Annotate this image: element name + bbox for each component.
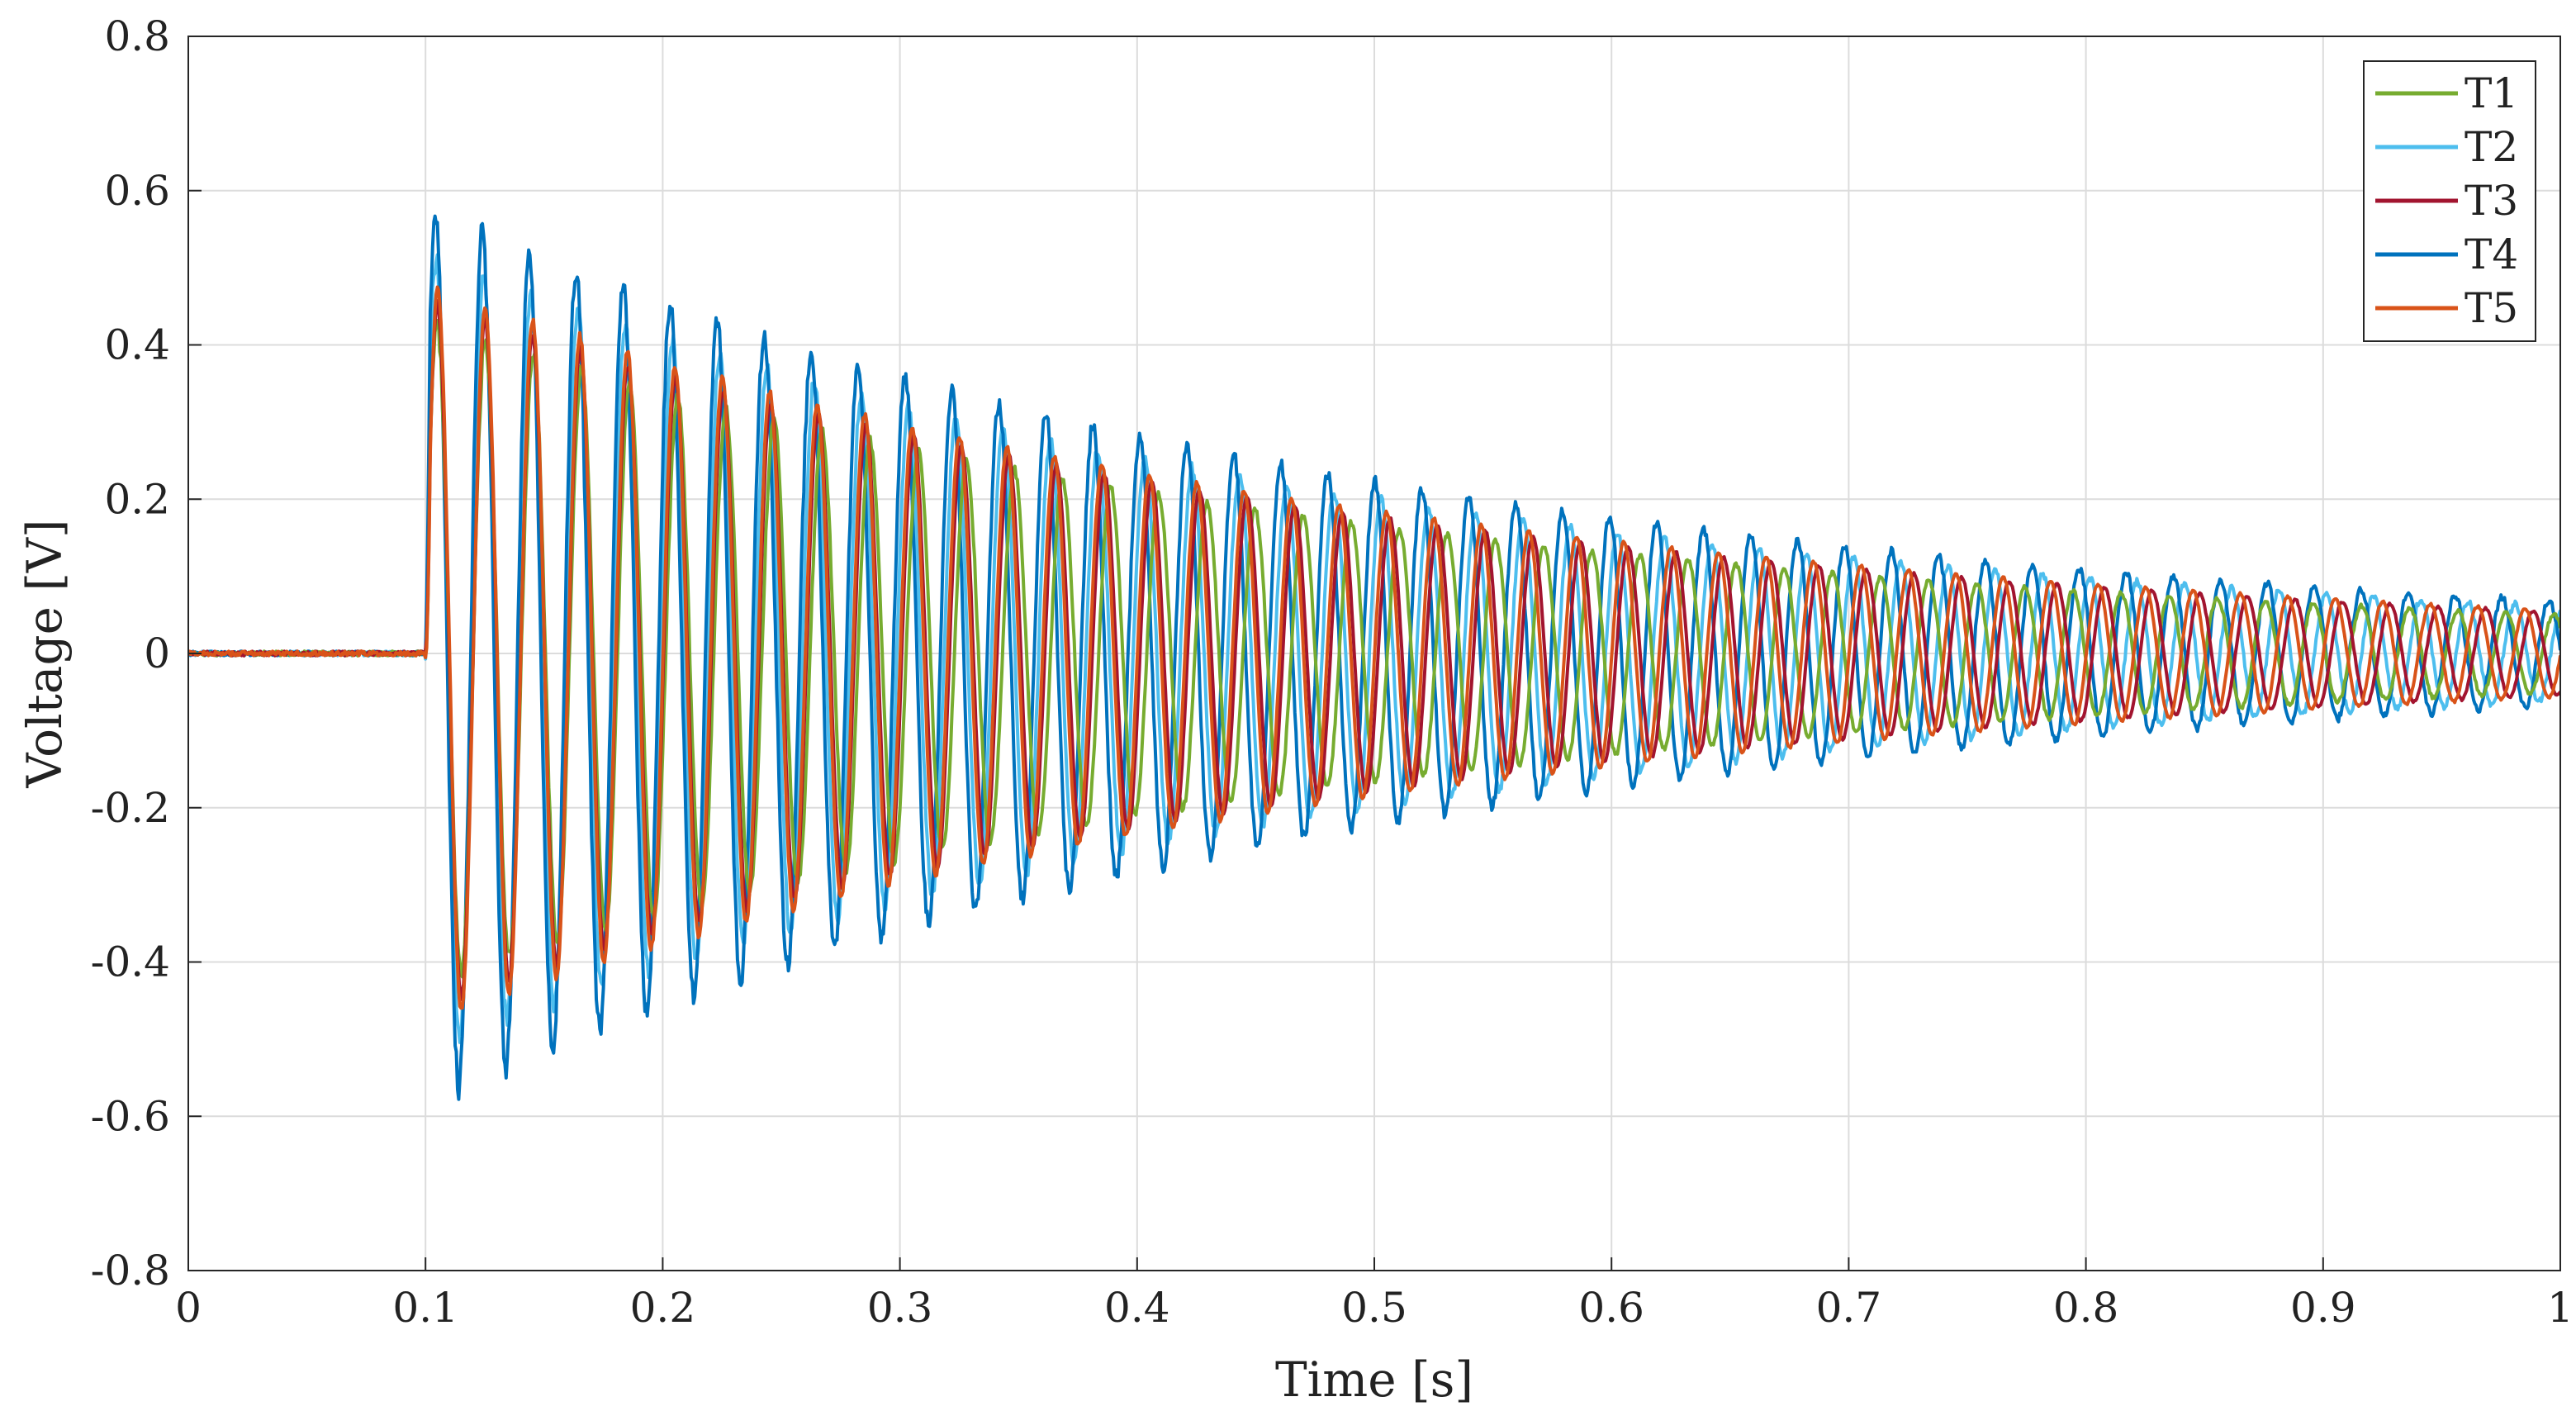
y-tick-label: 0.2 <box>104 475 170 523</box>
x-tick-label: 0.8 <box>2053 1284 2119 1332</box>
x-tick-label: 0.2 <box>630 1284 696 1332</box>
x-axis-ticks: 0 0.1 0.2 0.3 0.4 0.5 0.6 0.7 0.8 0.9 1 <box>175 1257 2574 1332</box>
x-tick-label: 0.6 <box>1578 1284 1644 1332</box>
legend-label-t3: T3 <box>2465 177 2518 225</box>
series-group <box>188 214 2560 1101</box>
y-tick-label: 0.8 <box>104 12 170 60</box>
y-axis-label: Voltage [V] <box>17 520 73 789</box>
y-tick-label: 0.6 <box>104 167 170 215</box>
x-tick-label: 0.4 <box>1104 1284 1170 1332</box>
x-tick-label: 0.9 <box>2290 1284 2356 1332</box>
y-tick-label: -0.4 <box>91 938 170 986</box>
y-tick-label: 0.4 <box>104 321 170 369</box>
y-tick-label: -0.6 <box>91 1092 170 1140</box>
x-tick-label: 0 <box>175 1284 202 1332</box>
legend-label-t4: T4 <box>2465 230 2518 278</box>
legend-label-t5: T5 <box>2465 284 2518 332</box>
legend-label-t1: T1 <box>2465 69 2518 117</box>
y-axis-ticks: -0.8 -0.6 -0.4 -0.2 0 0.2 0.4 0.6 0.8 <box>91 12 202 1295</box>
x-tick-label: 0.1 <box>392 1284 458 1332</box>
legend: T1 T2 T3 T4 T5 <box>2363 60 2536 342</box>
legend-label-t2: T2 <box>2465 123 2518 171</box>
series-line-t4 <box>188 214 2560 1101</box>
y-tick-label: 0 <box>144 629 170 677</box>
x-tick-label: 0.3 <box>867 1284 933 1332</box>
series-line-t5 <box>188 285 2560 1010</box>
x-tick-label: 0.7 <box>1816 1284 1882 1332</box>
x-tick-label: 1 <box>2547 1284 2574 1332</box>
x-tick-label: 0.5 <box>1341 1284 1407 1332</box>
x-axis-label: Time [s] <box>1275 1352 1473 1408</box>
y-tick-label: -0.2 <box>91 784 170 832</box>
y-tick-label: -0.8 <box>91 1247 170 1295</box>
